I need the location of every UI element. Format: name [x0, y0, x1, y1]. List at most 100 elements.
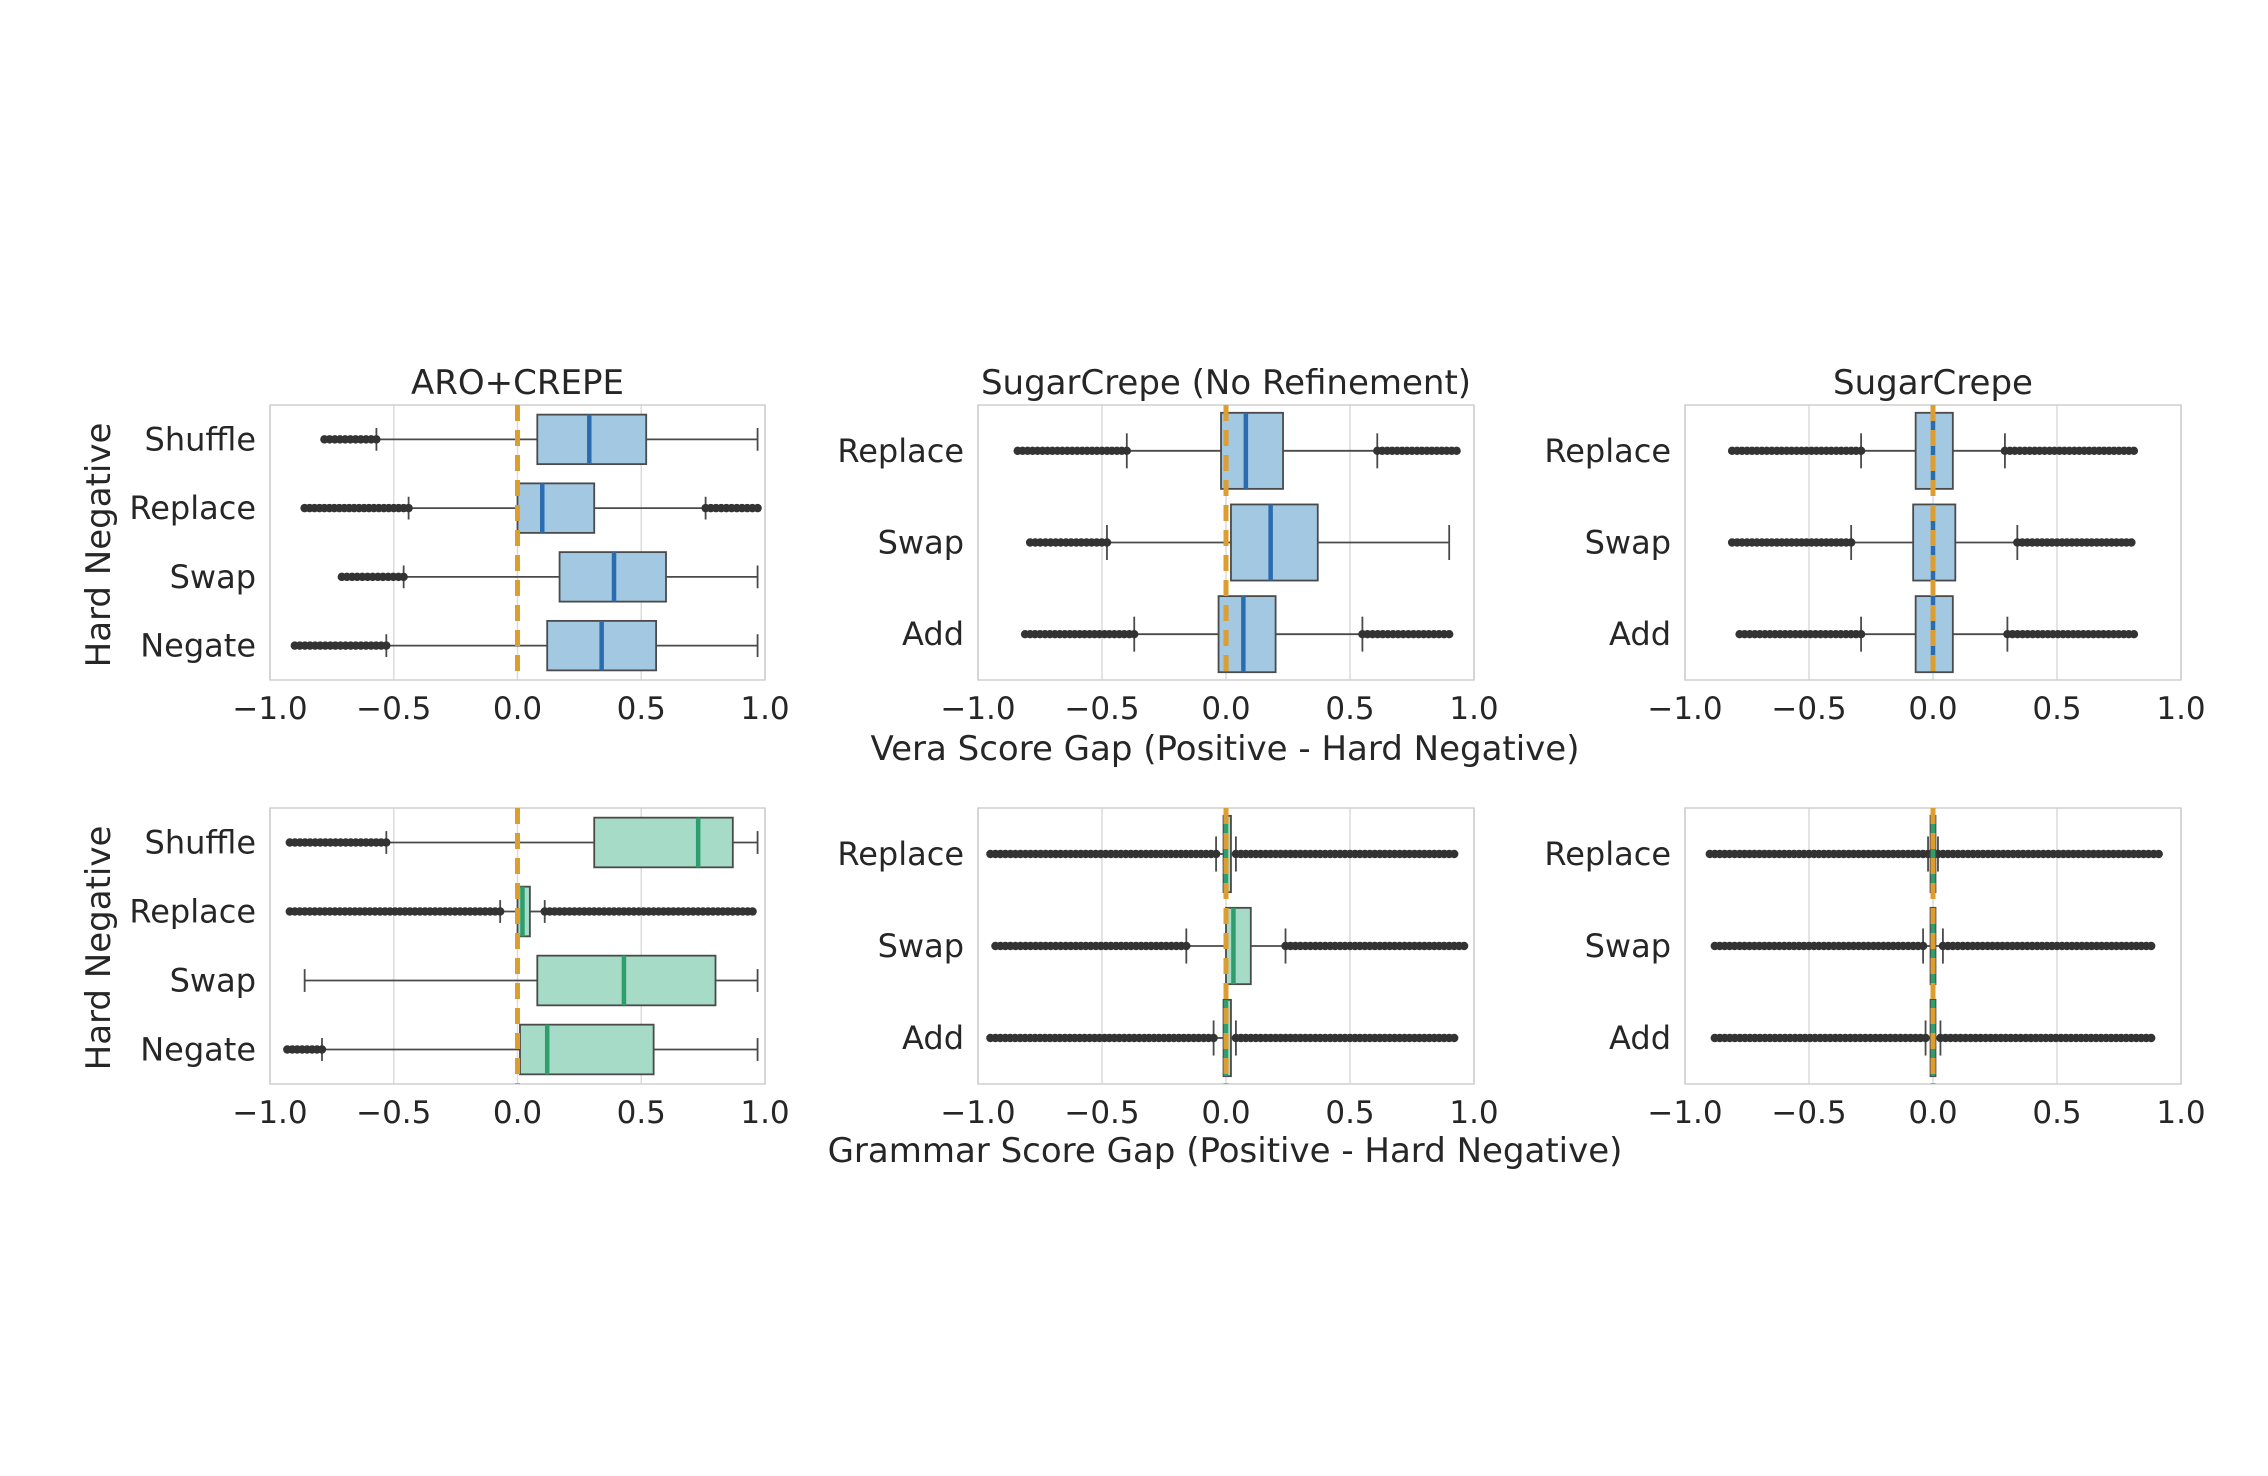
- x-tick-label: 0.5: [1325, 1095, 1374, 1131]
- outlier-point: [382, 641, 391, 650]
- x-tick-label: 1.0: [1449, 1095, 1498, 1131]
- x-tick-label: 0.5: [617, 691, 666, 727]
- x-tick-label: 1.0: [740, 691, 789, 727]
- outlier-point: [1209, 1033, 1218, 1043]
- panel-title: SugarCrepe: [1833, 363, 2033, 403]
- y-tick-label: Swap: [878, 524, 964, 562]
- panel-5: −1.0 −0.5 0.0 0.5 1.0 Replace Swap Add: [837, 807, 1499, 1131]
- x-tick-label: −0.5: [356, 1095, 431, 1131]
- y-tick-label: Swap: [170, 962, 256, 1000]
- outlier-point: [1847, 538, 1856, 547]
- x-tick-label: −1.0: [940, 1095, 1015, 1131]
- outlier-point: [382, 838, 391, 847]
- outlier-point: [1459, 941, 1469, 951]
- outlier-point: [748, 907, 757, 916]
- x-tick-label: 0.0: [493, 691, 542, 727]
- outlier-point: [372, 435, 381, 444]
- box-replace: Replace: [129, 885, 757, 938]
- iqr-box: [1230, 503, 1319, 582]
- iqr-box: [516, 482, 596, 534]
- y-tick-label: Negate: [140, 1031, 256, 1069]
- box-negate: Negate: [140, 619, 759, 672]
- x-tick-label: 0.0: [1201, 1095, 1250, 1131]
- outlier-point: [2129, 446, 2139, 456]
- box-swap: Swap: [170, 954, 759, 1007]
- outlier-point: [1102, 538, 1112, 547]
- outlier-point: [317, 1045, 327, 1054]
- iqr-box: [519, 1023, 655, 1076]
- outlier-point: [399, 572, 408, 582]
- outlier-point: [1445, 629, 1454, 639]
- xlabel-grammar: Grammar Score Gap (Positive - Hard Negat…: [828, 1131, 1623, 1171]
- row-ylabel-top: Hard Negative: [79, 423, 119, 668]
- outlier-point: [1856, 446, 1866, 456]
- iqr-box: [1225, 906, 1252, 986]
- panel-4: −1.0 −0.5 0.0 0.5 1.0 Shuffle Replace Swap Negat…: [129, 807, 790, 1131]
- panel-title: ARO+CREPE: [411, 363, 624, 403]
- outlier-point: [1856, 629, 1866, 639]
- x-tick-label: 0.5: [617, 1095, 666, 1131]
- outlier-point: [1122, 446, 1132, 456]
- outlier-point: [2127, 538, 2136, 547]
- panels: −1.0 −0.5 0.0 0.5 1.0 ARO+CREPE Shuffle Replace…: [129, 363, 2205, 1131]
- x-tick-label: 1.0: [2156, 691, 2205, 727]
- y-tick-label: Negate: [140, 627, 256, 665]
- box-add: Add: [1609, 595, 2139, 674]
- panel-6: −1.0 −0.5 0.0 0.5 1.0 Replace Swap Add: [1544, 807, 2206, 1131]
- x-tick-label: 0.0: [493, 1095, 542, 1131]
- box-shuffle: Shuffle: [145, 413, 759, 466]
- y-tick-label: Replace: [1544, 835, 1671, 873]
- y-tick-label: Shuffle: [145, 420, 257, 458]
- y-tick-label: Swap: [1585, 927, 1671, 965]
- x-tick-label: 1.0: [1449, 691, 1498, 727]
- y-tick-label: Add: [1609, 615, 1671, 653]
- box-shuffle: Shuffle: [145, 816, 759, 869]
- outlier-point: [1211, 849, 1221, 859]
- y-tick-label: Add: [902, 1019, 964, 1057]
- outlier-point: [1921, 1033, 1930, 1043]
- outlier-point: [1130, 629, 1139, 639]
- iqr-box: [536, 413, 648, 466]
- x-tick-label: −0.5: [1064, 1095, 1139, 1131]
- y-tick-label: Shuffle: [145, 824, 257, 862]
- xlabel-vera: Vera Score Gap (Positive - Hard Negative…: [870, 729, 1579, 769]
- panel-1: −1.0 −0.5 0.0 0.5 1.0 ARO+CREPE Shuffle Replace…: [129, 363, 789, 727]
- box-swap: Swap: [878, 906, 1469, 986]
- box-replace: Replace: [837, 411, 1461, 490]
- x-tick-label: 1.0: [740, 1095, 789, 1131]
- x-tick-label: −1.0: [940, 691, 1015, 727]
- x-tick-label: 0.5: [1325, 691, 1374, 727]
- x-tick-label: 0.0: [1908, 691, 1957, 727]
- y-tick-label: Replace: [837, 432, 964, 470]
- y-tick-label: Replace: [837, 835, 964, 873]
- box-negate: Negate: [140, 1023, 759, 1076]
- y-tick-label: Replace: [129, 489, 256, 527]
- x-tick-label: 0.0: [1908, 1095, 1957, 1131]
- box-replace: Replace: [1544, 411, 2139, 490]
- x-tick-label: −1.0: [232, 691, 307, 727]
- iqr-box: [593, 816, 734, 869]
- outlier-point: [404, 503, 413, 513]
- x-tick-label: 0.5: [2032, 691, 2081, 727]
- outlier-point: [2129, 629, 2139, 639]
- iqr-box: [536, 954, 717, 1007]
- y-tick-label: Add: [1609, 1019, 1671, 1057]
- outlier-point: [1452, 446, 1461, 456]
- x-tick-label: −0.5: [356, 691, 431, 727]
- x-tick-label: 1.0: [2156, 1095, 2205, 1131]
- row-ylabel-bottom: Hard Negative: [79, 826, 119, 1071]
- x-tick-label: −0.5: [1064, 691, 1139, 727]
- y-tick-label: Replace: [1544, 432, 1671, 470]
- box-swap: Swap: [878, 503, 1451, 582]
- outlier-point: [1918, 941, 1928, 951]
- panel-3: −1.0 −0.5 0.0 0.5 1.0 SugarCrepe Replace Swap Ad…: [1544, 363, 2205, 727]
- outlier-point: [2147, 1033, 2156, 1043]
- y-tick-label: Swap: [170, 558, 256, 596]
- iqr-box: [1220, 411, 1284, 490]
- outlier-point: [1450, 849, 1459, 859]
- box-replace: Replace: [837, 814, 1459, 894]
- x-tick-label: 0.5: [2032, 1095, 2081, 1131]
- outlier-point: [1450, 1033, 1459, 1043]
